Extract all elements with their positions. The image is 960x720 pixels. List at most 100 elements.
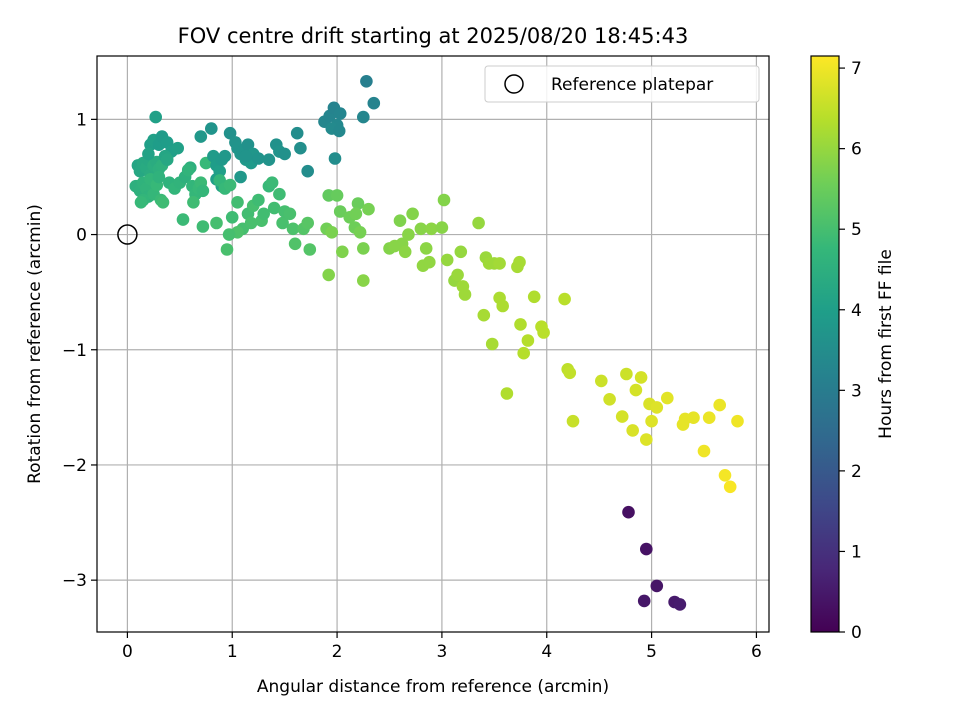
- data-point: [301, 164, 315, 178]
- data-point: [398, 245, 412, 259]
- grid-lines: [97, 56, 769, 632]
- x-tick-label: 2: [332, 642, 343, 662]
- colorbar-tick-label: 4: [851, 301, 862, 321]
- data-point: [187, 196, 200, 209]
- data-point: [194, 130, 208, 143]
- data-point: [252, 152, 265, 165]
- data-point: [332, 124, 346, 138]
- data-point: [414, 222, 428, 236]
- data-point: [349, 207, 363, 221]
- data-point: [333, 205, 347, 218]
- data-point: [171, 141, 184, 155]
- data-point: [257, 207, 271, 221]
- x-tick-label: 0: [122, 642, 133, 662]
- data-point: [218, 149, 232, 163]
- data-point: [640, 433, 653, 446]
- data-point: [367, 96, 381, 110]
- data-point: [241, 138, 255, 151]
- data-point: [451, 268, 464, 282]
- data-point: [301, 216, 315, 230]
- data-point: [156, 196, 170, 209]
- data-point: [626, 424, 639, 437]
- data-point: [645, 414, 658, 428]
- data-point: [513, 255, 526, 269]
- data-point: [294, 141, 307, 155]
- data-point: [262, 153, 276, 166]
- data-point: [176, 213, 190, 226]
- y-axis-ticks: 1 0 −1 −2 −3: [62, 110, 97, 591]
- data-point: [231, 196, 244, 209]
- data-point: [353, 226, 367, 239]
- data-point: [330, 189, 344, 202]
- data-point: [425, 222, 438, 236]
- data-point: [406, 207, 419, 221]
- colorbar-tick-label: 5: [851, 220, 862, 240]
- legend-label-reference: Reference platepar: [551, 75, 713, 95]
- data-point: [267, 201, 281, 215]
- data-point: [521, 334, 535, 347]
- data-points: [129, 75, 744, 611]
- data-point: [234, 170, 247, 184]
- colorbar-gradient: [811, 56, 839, 632]
- data-point: [288, 237, 302, 251]
- data-point: [702, 411, 716, 425]
- data-point: [362, 202, 375, 216]
- data-point: [142, 147, 155, 161]
- colorbar-tick-label: 7: [851, 59, 862, 79]
- legend-reference-marker: [504, 74, 524, 94]
- data-point: [500, 387, 514, 400]
- data-point: [283, 207, 297, 221]
- data-point: [493, 257, 506, 270]
- data-point: [485, 337, 499, 351]
- data-point: [210, 216, 223, 230]
- colorbar-tick-label: 1: [851, 542, 862, 562]
- reference-platepar-marker: [117, 224, 138, 245]
- data-point: [333, 107, 347, 120]
- data-point: [620, 367, 633, 381]
- data-point: [622, 505, 635, 519]
- data-point: [265, 176, 279, 189]
- colorbar-frame: [810, 55, 840, 633]
- data-point: [402, 228, 415, 241]
- data-point: [477, 308, 491, 322]
- data-point: [357, 274, 370, 287]
- data-point: [650, 401, 664, 414]
- data-point: [360, 75, 373, 88]
- data-point: [537, 326, 550, 339]
- data-point: [222, 228, 236, 241]
- data-point: [558, 292, 571, 306]
- data-point: [357, 242, 370, 255]
- y-tick-label: 0: [76, 226, 87, 246]
- colorbar-tick-label: 3: [851, 381, 862, 401]
- colorbar-tick-label: 6: [851, 140, 862, 160]
- colorbar-label: Hours from first FF file: [876, 249, 896, 439]
- data-point: [134, 196, 148, 209]
- data-point: [152, 170, 166, 184]
- data-point: [223, 126, 237, 140]
- data-point: [225, 211, 239, 224]
- chart-title: FOV centre drift starting at 2025/08/20 …: [178, 24, 689, 48]
- data-point: [239, 149, 253, 163]
- data-point: [472, 216, 485, 230]
- y-axis-label: Rotation from reference (arcmin): [25, 204, 45, 484]
- data-point: [458, 288, 472, 301]
- x-tick-label: 3: [436, 642, 447, 662]
- y-tick-label: −1: [62, 341, 87, 361]
- data-point: [629, 383, 643, 397]
- data-point: [290, 126, 304, 140]
- data-point: [435, 221, 449, 234]
- data-point: [423, 255, 436, 269]
- data-point: [566, 414, 580, 428]
- data-point: [303, 243, 317, 256]
- data-point: [196, 184, 210, 198]
- data-point: [325, 226, 339, 239]
- data-point: [440, 253, 454, 267]
- x-tick-label: 4: [541, 642, 552, 662]
- data-point: [661, 391, 674, 405]
- data-point: [252, 193, 265, 207]
- data-point: [336, 245, 349, 259]
- data-point: [650, 579, 664, 593]
- data-point: [687, 411, 700, 425]
- plot-frame: [96, 55, 770, 633]
- data-point: [419, 242, 433, 255]
